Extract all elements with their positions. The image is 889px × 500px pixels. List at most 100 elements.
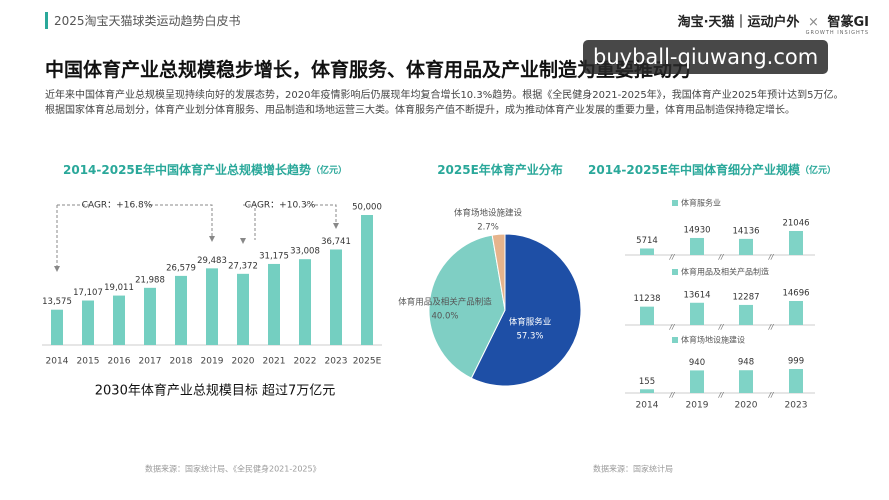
slice-label: 体育服务业	[509, 317, 552, 328]
bar	[789, 301, 803, 325]
axis-break: //	[768, 391, 774, 399]
axis-break: //	[718, 391, 724, 399]
value-label: 13,575	[42, 297, 72, 307]
bar	[739, 370, 753, 393]
bar	[175, 275, 187, 345]
bar	[51, 309, 63, 345]
value-label: 31,175	[259, 251, 289, 261]
legend-swatch	[672, 269, 678, 275]
x-tick-label: 2023	[785, 401, 808, 411]
arrow	[209, 236, 215, 242]
bar	[330, 249, 342, 345]
annotation: CAGR：+16.8%	[82, 201, 153, 211]
slice-value: 2.7%	[477, 223, 499, 233]
pie-slice	[428, 234, 506, 379]
arrow	[54, 266, 60, 272]
cagr-bracket	[56, 204, 213, 268]
partner-sub: GROWTH INSIGHTS	[805, 30, 869, 36]
bar	[789, 231, 803, 255]
brand: 淘宝·天猫｜运动户外 × 智篆GI GROWTH INSIGHTS	[678, 11, 869, 36]
brand-name: 淘宝·天猫｜运动户外	[677, 15, 800, 30]
value-label: 21046	[782, 219, 809, 229]
slice-label: 体育用品及相关产品制造	[398, 297, 492, 308]
value-label: 940	[689, 358, 705, 368]
bar	[739, 238, 753, 255]
watermark: buyball-qiuwang.com	[583, 40, 829, 74]
chart-title-text: 2014-2025E年中国体育细分产业规模	[588, 162, 801, 177]
axis-break: //	[718, 253, 724, 261]
value-label: 50,000	[352, 203, 382, 213]
legend-swatch	[672, 337, 678, 343]
axis-break: //	[669, 391, 675, 399]
cagr-bracket	[243, 204, 337, 240]
legend-swatch	[672, 200, 678, 206]
value-label: 21,988	[135, 275, 165, 285]
chart-title-text: 2014-2025E年中国体育产业总规模增长趋势	[63, 162, 311, 177]
bar	[144, 287, 156, 345]
bar	[82, 300, 94, 345]
report-name: 2025淘宝天猫球类运动趋势白皮书	[45, 12, 241, 29]
x-tick-label: 2014	[46, 357, 69, 367]
value-label: 29,483	[197, 256, 227, 266]
x-tick-label: 2021	[263, 357, 286, 367]
value-label: 5714	[636, 236, 658, 246]
value-label: 999	[788, 357, 804, 367]
axis-break: //	[669, 323, 675, 331]
note: 2030年体育产业总规模目标 超过7万亿元	[95, 383, 336, 399]
bar	[640, 248, 654, 255]
chart-unit: （亿元）	[311, 164, 347, 176]
value-label: 36,741	[321, 237, 351, 247]
value-label: 26,579	[166, 263, 196, 273]
chart-title: 2014-2025E年中国体育产业总规模增长趋势（亿元）	[63, 162, 347, 177]
x-tick-label: 2019	[686, 401, 709, 411]
arrow	[333, 223, 339, 229]
cagr-brackets	[56, 204, 337, 268]
value-label: 33,008	[290, 247, 320, 257]
legend-label: 体育用品及相关产品制造	[681, 267, 769, 277]
x-tick-label: 2017	[139, 357, 162, 367]
bar	[113, 295, 125, 345]
chart-title: 2025E年体育产业分布	[437, 162, 563, 177]
axis-break: //	[768, 253, 774, 261]
slide-title: 中国体育产业总规模稳步增长，体育服务、体育用品及产业制造为重要推动力	[45, 59, 692, 81]
intro-text: 近年来中国体育产业总规模呈现持续向好的发展态势，2020年疫情影响后仍展现年均复…	[45, 90, 844, 116]
arrow	[240, 238, 246, 244]
slice-value: 40.0%	[431, 312, 458, 322]
bar	[789, 369, 803, 393]
axis-break: //	[669, 253, 675, 261]
value-label: 27,372	[228, 261, 258, 271]
x-tick-label: 2023	[325, 357, 348, 367]
bar	[361, 215, 373, 345]
legend-label: 体育服务业	[681, 198, 721, 208]
x-tick-label: 2020	[735, 401, 758, 411]
bar	[237, 273, 249, 345]
bar	[640, 306, 654, 325]
bar	[268, 263, 280, 345]
x-tick-label: 2022	[294, 357, 317, 367]
x-tick-label: 2019	[201, 357, 224, 367]
bar	[690, 237, 704, 255]
pie-slice	[491, 233, 506, 311]
annotation: CAGR：+10.3%	[245, 201, 316, 211]
bar	[640, 389, 654, 393]
value-label: 948	[738, 358, 754, 368]
arrows	[54, 223, 339, 272]
bar	[690, 370, 704, 393]
value-label: 19,011	[104, 283, 134, 293]
chart-title-text: 2025E年体育产业分布	[437, 162, 563, 177]
bar	[690, 302, 704, 325]
value-label: 155	[639, 377, 655, 387]
value-label: 14696	[782, 289, 809, 299]
x-tick-label: 2016	[108, 357, 131, 367]
chart-unit: （亿元）	[800, 164, 836, 176]
value-label: 17,107	[73, 288, 103, 298]
pie-slice	[470, 233, 582, 387]
value-label: 12287	[732, 292, 759, 302]
slice-label: 体育场地设施建设	[454, 208, 523, 219]
partner-name: 智篆GI	[827, 15, 869, 30]
chart-title: 2014-2025E年中国体育细分产业规模（亿元）	[588, 162, 836, 177]
bar	[299, 259, 311, 345]
value-label: 11238	[633, 294, 660, 304]
